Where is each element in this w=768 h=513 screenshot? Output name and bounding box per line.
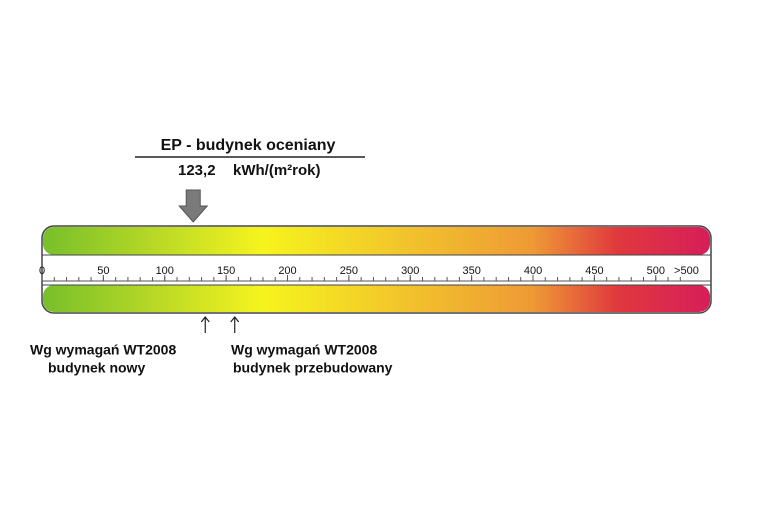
x-tick-label: >500 bbox=[674, 265, 699, 277]
marker-unit: kWh/(m²rok) bbox=[233, 162, 321, 179]
x-tick-label: 350 bbox=[462, 265, 480, 277]
x-tick-label: 300 bbox=[401, 265, 419, 277]
annotation-label: budynek przebudowany bbox=[233, 360, 393, 376]
x-tick-label: 0 bbox=[39, 265, 45, 277]
scale-band-top bbox=[43, 227, 710, 255]
annotation-label: Wg wymagań WT2008 bbox=[231, 342, 377, 358]
annotation-arrow bbox=[200, 316, 210, 333]
x-tick-label: 500 bbox=[647, 265, 665, 277]
x-tick-label: 250 bbox=[340, 265, 358, 277]
x-tick-label: 100 bbox=[156, 265, 174, 277]
x-tick-label: 200 bbox=[278, 265, 296, 277]
marker-arrow bbox=[178, 189, 209, 223]
x-tick-label: 450 bbox=[585, 265, 603, 277]
annotation-label: budynek nowy bbox=[48, 360, 145, 376]
annotation-label: Wg wymagań WT2008 bbox=[30, 342, 176, 358]
x-tick-label: 150 bbox=[217, 265, 235, 277]
x-tick-label: 50 bbox=[97, 265, 109, 277]
marker-value: 123,2 bbox=[178, 162, 216, 179]
scale-band-bottom bbox=[43, 285, 710, 312]
x-tick-label: 400 bbox=[524, 265, 542, 277]
annotation-arrow bbox=[230, 316, 240, 333]
chart-title: EP - budynek oceniany bbox=[161, 137, 336, 154]
